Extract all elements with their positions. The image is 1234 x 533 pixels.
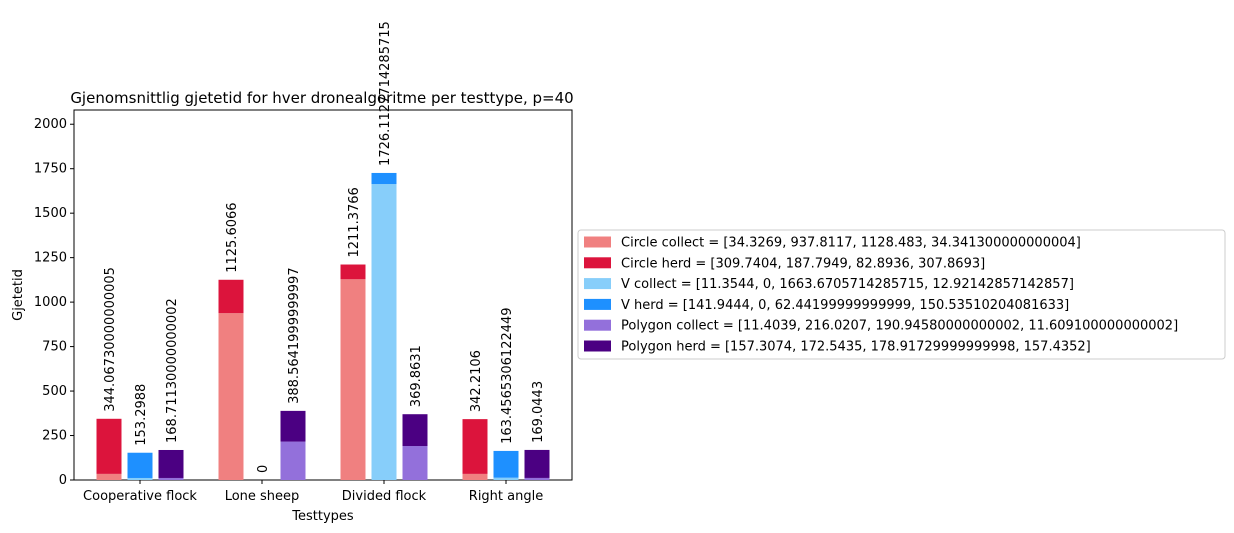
- legend-swatch-2: [584, 278, 611, 290]
- bar-polygon-collect-1: [280, 441, 306, 480]
- legend-label-0: Circle collect = [34.3269, 937.8117, 112…: [621, 236, 1081, 251]
- bar-v-herd-2: [371, 172, 397, 185]
- bar-circle-herd-2: [340, 264, 366, 280]
- bar-v-herd-3: [493, 450, 519, 478]
- bar-v-collect-3: [493, 477, 519, 480]
- data-label-v-2: 1726.1127714285715: [378, 21, 393, 166]
- bar-polygon-herd-0: [158, 449, 184, 478]
- bar-circle-collect-0: [96, 473, 122, 480]
- legend-swatch-3: [584, 298, 611, 310]
- bar-circle-herd-0: [96, 418, 122, 474]
- bar-polygon-herd-2: [402, 414, 428, 447]
- legend-swatch-4: [584, 319, 611, 331]
- bar-polygon-herd-1: [280, 410, 306, 442]
- x-tick-label-3: Right angle: [469, 489, 543, 504]
- data-label-v-3: 163.4565306122449: [500, 307, 515, 443]
- bar-v-herd-0: [127, 452, 153, 478]
- legend-label-3: V herd = [141.9444, 0, 62.44199999999999…: [621, 298, 1069, 313]
- x-tick-label-0: Cooperative flock: [83, 489, 197, 504]
- y-tick-label-6: 1500: [34, 206, 67, 221]
- y-tick-label-5: 1250: [34, 251, 67, 266]
- plot-frame: [73, 109, 573, 481]
- data-label-polygon-0: 168.71130000000002: [165, 298, 180, 443]
- bar-polygon-collect-0: [158, 477, 184, 480]
- bar-polygon-collect-3: [524, 477, 550, 480]
- y-tick-label-3: 750: [42, 340, 67, 355]
- data-label-v-0: 153.2988: [134, 384, 149, 446]
- legend-label-2: V collect = [11.3544, 0, 1663.6705714285…: [621, 277, 1074, 292]
- legend-swatch-5: [584, 340, 611, 352]
- bar-v-collect-0: [127, 477, 153, 480]
- bar-circle-collect-1: [218, 313, 244, 480]
- bar-polygon-collect-2: [402, 446, 428, 480]
- legend-box: [577, 229, 1226, 360]
- y-tick-label-2: 500: [42, 384, 67, 399]
- plot-area: [73, 109, 573, 481]
- bar-polygon-herd-3: [524, 449, 550, 478]
- legend-label-1: Circle herd = [309.7404, 187.7949, 82.89…: [621, 256, 985, 271]
- legend-swatch-1: [584, 257, 611, 269]
- legend-swatch-0: [584, 236, 611, 248]
- data-label-polygon-2: 369.8631: [409, 345, 424, 407]
- x-tick-label-1: Lone sheep: [225, 489, 300, 504]
- y-tick-label-7: 1750: [34, 162, 67, 177]
- bar-circle-herd-1: [218, 279, 244, 314]
- data-label-circle-2: 1211.3766: [347, 187, 362, 257]
- data-label-polygon-3: 169.0443: [531, 381, 546, 443]
- y-tick-label-0: 0: [59, 473, 67, 488]
- data-label-circle-1: 1125.6066: [225, 202, 240, 272]
- data-label-circle-3: 342.2106: [469, 350, 484, 412]
- chart-title: Gjenomsnittlig gjetetid for hver droneal…: [70, 89, 573, 107]
- legend-label-5: Polygon herd = [157.3074, 172.5435, 178.…: [621, 340, 1091, 355]
- y-tick-label-1: 250: [42, 429, 67, 444]
- y-tick-label-4: 1000: [34, 295, 67, 310]
- legend-label-4: Polygon collect = [11.4039, 216.0207, 19…: [621, 319, 1178, 334]
- data-label-polygon-1: 388.5641999999997: [287, 267, 302, 403]
- x-axis-label: Testtypes: [291, 509, 354, 524]
- bar-circle-collect-3: [462, 473, 488, 480]
- bar-circle-collect-2: [340, 279, 366, 480]
- bar-v-collect-2: [371, 184, 397, 480]
- x-tick-label-2: Divided flock: [342, 489, 427, 504]
- data-label-v-1: 0: [256, 465, 271, 473]
- data-label-circle-0: 344.06730000000005: [103, 267, 118, 412]
- y-tick-label-8: 2000: [34, 117, 67, 132]
- legend: Circle collect = [34.3269, 937.8117, 112…: [577, 229, 1226, 360]
- bar-circle-herd-3: [462, 419, 488, 474]
- y-axis-label: Gjetetid: [11, 269, 26, 321]
